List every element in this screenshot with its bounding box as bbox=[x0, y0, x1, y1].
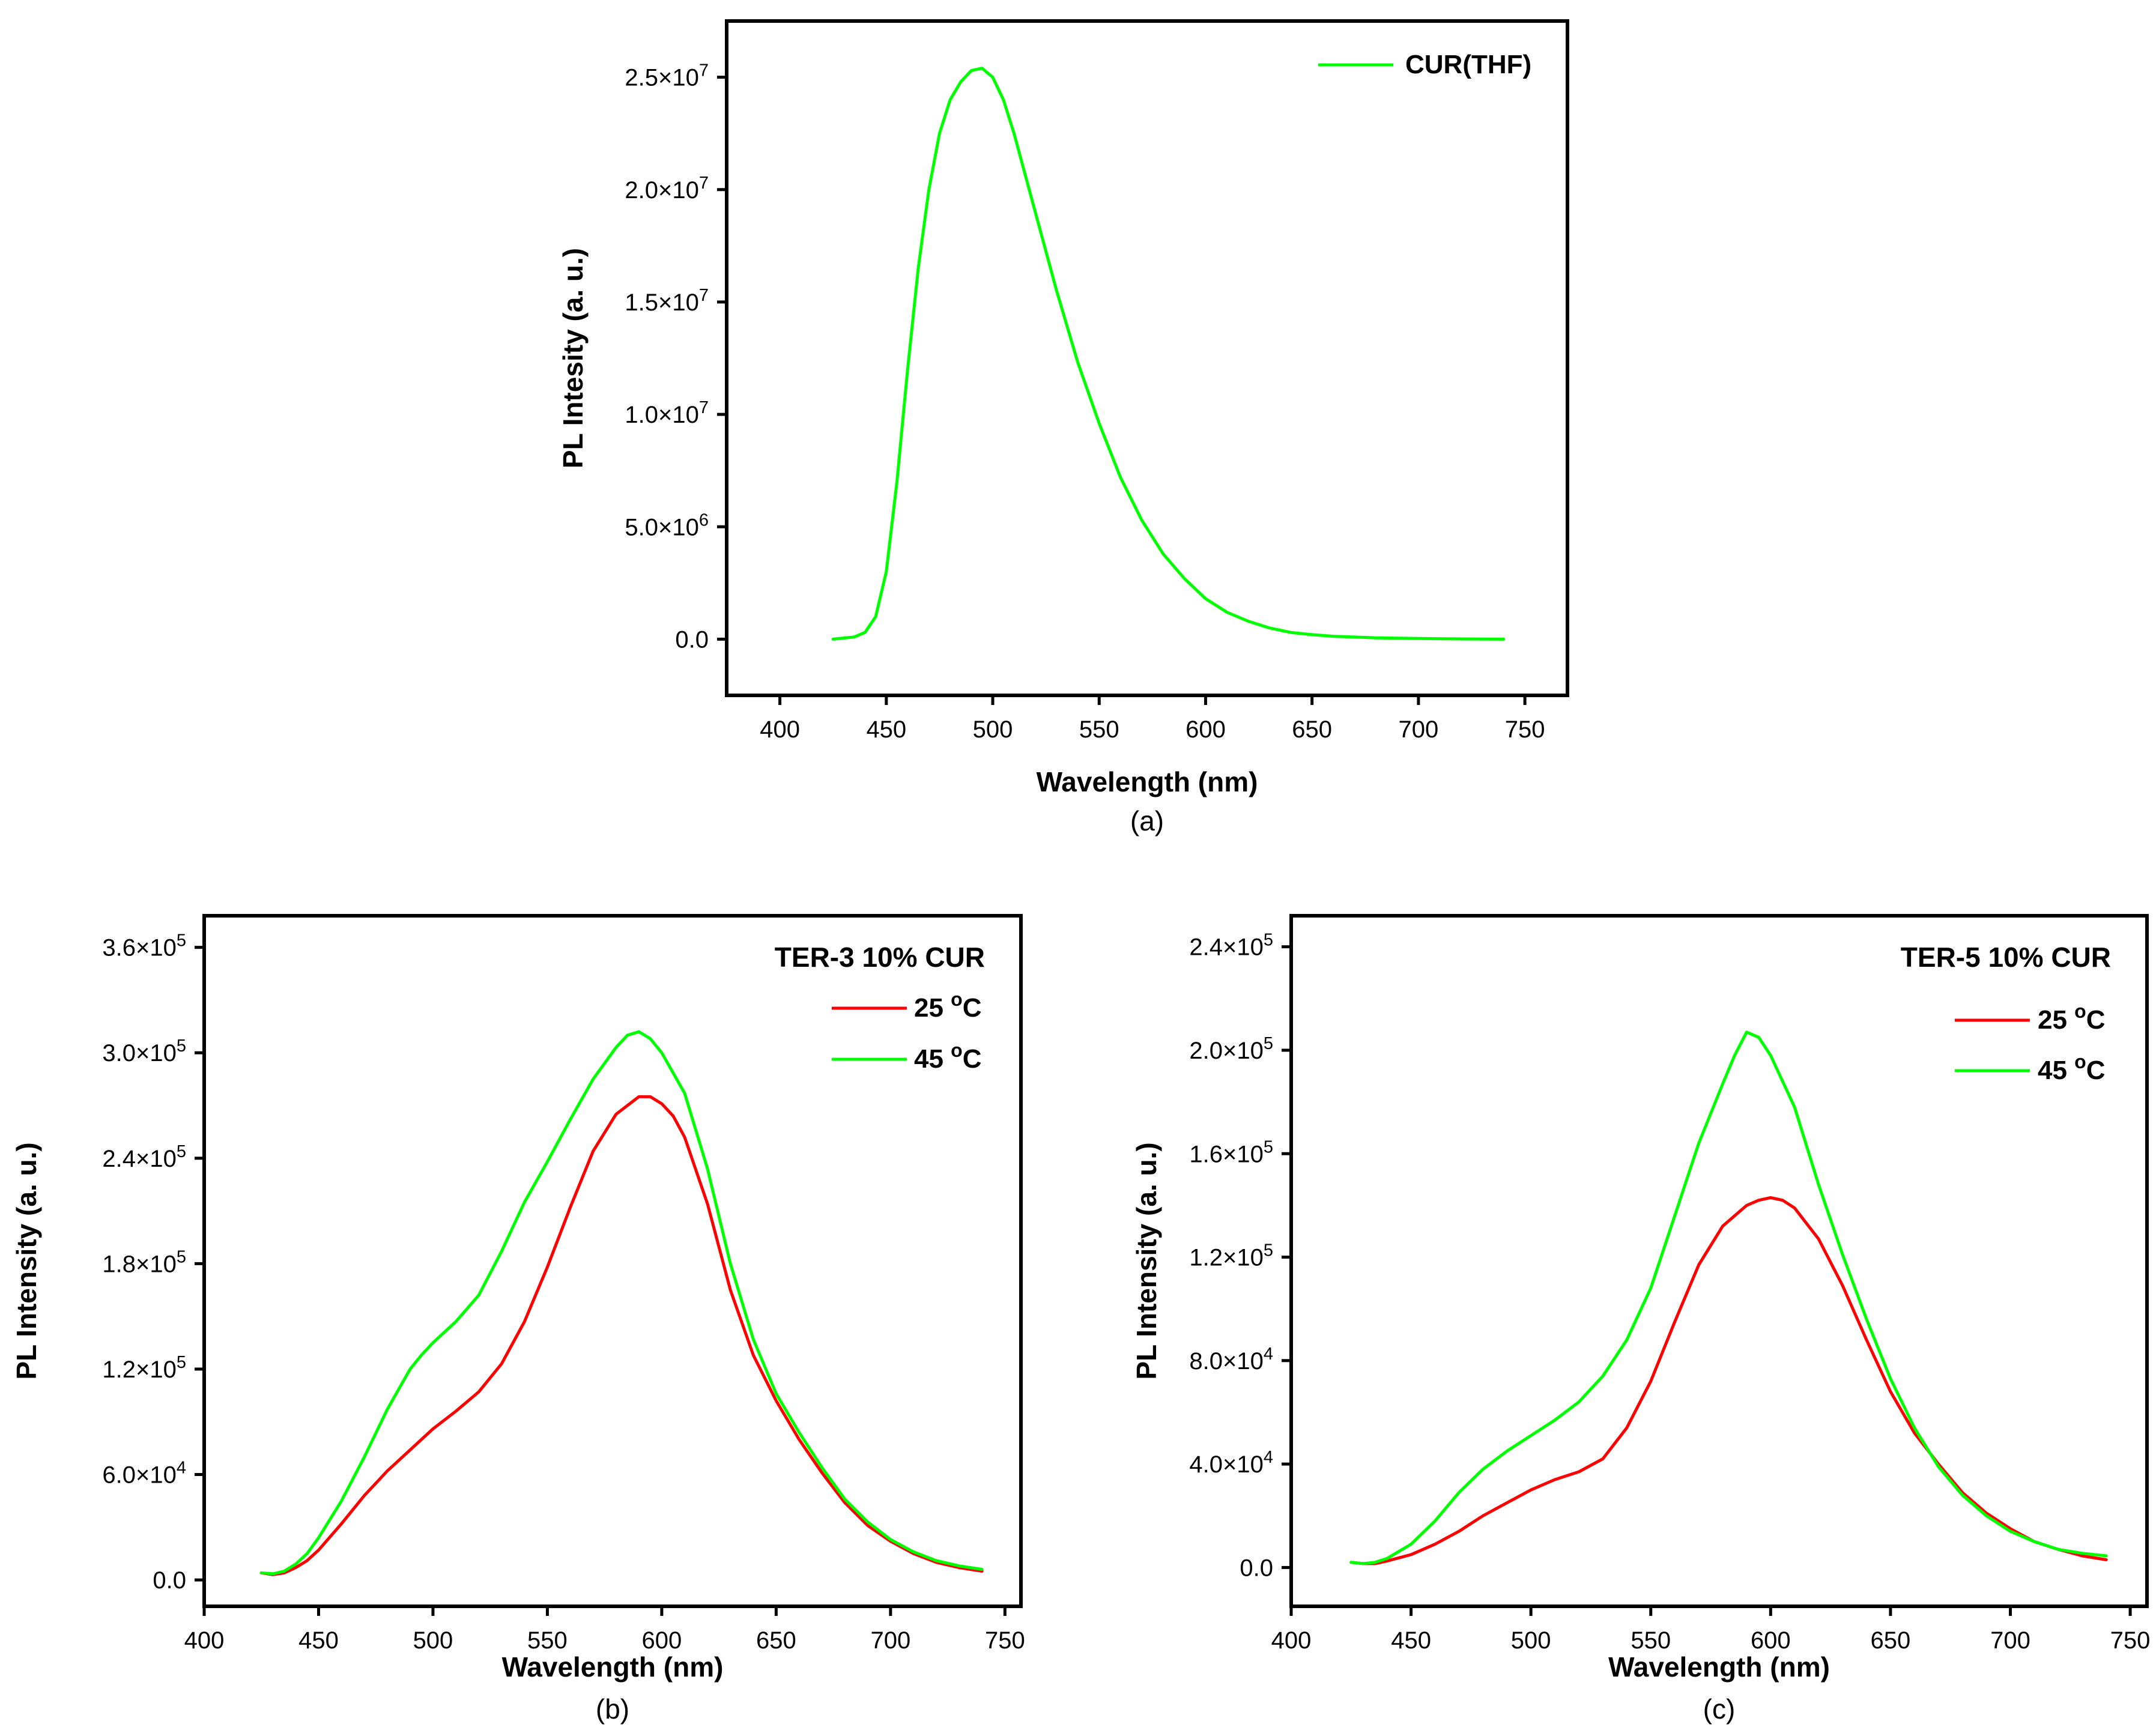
legend: CUR(THF) bbox=[1318, 50, 1531, 79]
x-tick-label: 450 bbox=[298, 1627, 339, 1654]
x-tick-label: 700 bbox=[1399, 716, 1439, 743]
x-tick-label: 400 bbox=[184, 1627, 225, 1654]
series-line-45-c bbox=[1349, 1030, 2108, 1565]
y-tick-label: 1.6×105 bbox=[1189, 1137, 1273, 1167]
plot-frame bbox=[725, 19, 1569, 697]
y-tick-label: 2.4×105 bbox=[102, 1142, 186, 1172]
y-axis-title: PL Intesity (a. u.) bbox=[557, 248, 589, 468]
y-axis-title: PL Intensity (a. u.) bbox=[11, 1142, 42, 1379]
chart-a: 400 450 500 550 600 650 700 750 0.0 5.0×106 1.0×10… bbox=[557, 19, 1569, 836]
legend-label: 45 oC bbox=[914, 1039, 982, 1074]
x-axis-title: Wavelength (nm) bbox=[502, 1651, 724, 1683]
x-tick-label: 650 bbox=[756, 1627, 796, 1654]
y-tick-label: 3.6×105 bbox=[102, 931, 186, 961]
x-tick-label: 550 bbox=[1079, 716, 1119, 743]
x-tick-label: 750 bbox=[2110, 1627, 2151, 1654]
y-tick-label: 1.0×107 bbox=[625, 398, 709, 428]
y-tick-label: 3.0×105 bbox=[102, 1036, 186, 1066]
y-tick-label: 8.0×104 bbox=[1189, 1344, 1273, 1375]
y-tick-label: 1.2×105 bbox=[102, 1353, 186, 1383]
series-line-25-c bbox=[259, 1095, 984, 1576]
x-tick-label: 400 bbox=[1271, 1627, 1312, 1654]
x-tick-label: 750 bbox=[1505, 716, 1545, 743]
x-tick-label: 550 bbox=[1631, 1627, 1671, 1654]
panel-caption: (b) bbox=[596, 1693, 629, 1725]
chart-b: 400 450 500 550 600 650 700 750 0.0 6.0×104 1.2×10… bbox=[11, 914, 1025, 1725]
y-tick-label: 2.5×107 bbox=[625, 61, 709, 91]
x-tick-label: 500 bbox=[413, 1627, 453, 1654]
x-tick-label: 500 bbox=[973, 716, 1013, 743]
x-axis-title: Wavelength (nm) bbox=[1608, 1651, 1830, 1683]
plot-frame bbox=[202, 914, 1023, 1608]
chart-c: 400 450 500 550 600 650 700 750 0.0 4.0×104 8.0×10… bbox=[1131, 914, 2151, 1725]
y-tick-label: 1.5×107 bbox=[625, 286, 709, 316]
x-tick-label: 500 bbox=[1511, 1627, 1551, 1654]
x-tick-label: 650 bbox=[1292, 716, 1332, 743]
x-tick-label: 450 bbox=[866, 716, 906, 743]
y-axis-title: PL Intensity (a. u.) bbox=[1131, 1142, 1162, 1379]
y-tick-label: 2.0×105 bbox=[1189, 1034, 1273, 1064]
legend: TER-3 10% CUR 25 oC 45 oC bbox=[775, 942, 985, 1074]
y-tick-label: 6.0×104 bbox=[102, 1459, 186, 1489]
x-tick-label: 650 bbox=[1871, 1627, 1911, 1654]
y-tick-label: 0.0 bbox=[153, 1567, 186, 1594]
y-tick-label: 0.0 bbox=[675, 626, 709, 653]
y-tick-label: 2.4×105 bbox=[1189, 931, 1273, 961]
legend-label: 45 oC bbox=[2038, 1051, 2106, 1085]
x-tick-label: 550 bbox=[527, 1627, 568, 1654]
panel-caption: (a) bbox=[1130, 805, 1164, 836]
y-tick-label: 2.0×107 bbox=[625, 174, 709, 204]
y-tick-label: 1.8×105 bbox=[102, 1247, 186, 1277]
x-tick-label: 700 bbox=[870, 1627, 910, 1654]
x-tick-label: 400 bbox=[760, 716, 800, 743]
legend-title: TER-3 10% CUR bbox=[775, 942, 985, 973]
x-tick-label: 450 bbox=[1391, 1627, 1431, 1654]
legend: TER-5 10% CUR 25 oC 45 oC bbox=[1901, 942, 2111, 1085]
plot-frame bbox=[1289, 914, 2149, 1608]
panel-caption: (c) bbox=[1703, 1693, 1736, 1725]
legend-label: 25 oC bbox=[2038, 1000, 2106, 1035]
series-line-25-c bbox=[1349, 1196, 2108, 1565]
legend-label: CUR(THF) bbox=[1405, 50, 1531, 79]
x-tick-label: 600 bbox=[642, 1627, 682, 1654]
legend-label: 25 oC bbox=[914, 988, 982, 1023]
x-axis-title: Wavelength (nm) bbox=[1037, 766, 1258, 797]
y-tick-label: 4.0×104 bbox=[1189, 1448, 1273, 1478]
y-tick-label: 1.2×105 bbox=[1189, 1241, 1273, 1271]
y-tick-label: 0.0 bbox=[1240, 1555, 1273, 1581]
series-line-cur-thf bbox=[831, 67, 1506, 641]
y-tick-label: 5.0×106 bbox=[625, 510, 709, 540]
x-tick-label: 750 bbox=[985, 1627, 1025, 1654]
legend-title: TER-5 10% CUR bbox=[1901, 942, 2111, 973]
x-tick-label: 700 bbox=[1990, 1627, 2030, 1654]
x-tick-label: 600 bbox=[1751, 1627, 1791, 1654]
x-tick-label: 600 bbox=[1185, 716, 1226, 743]
series-line-45-c bbox=[259, 1030, 984, 1576]
